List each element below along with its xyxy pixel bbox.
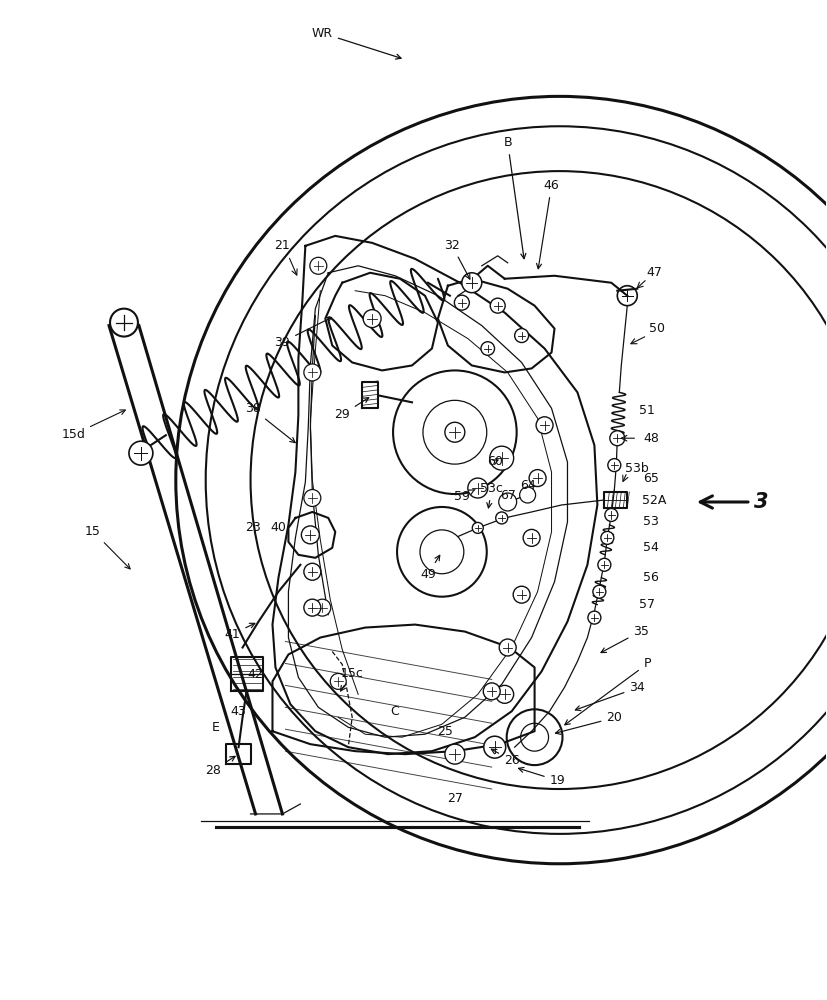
Circle shape (313, 599, 331, 616)
Circle shape (617, 286, 638, 306)
Text: 57: 57 (639, 598, 655, 611)
Text: C: C (390, 705, 399, 718)
Circle shape (495, 512, 508, 524)
Text: 35: 35 (601, 625, 649, 653)
Text: 20: 20 (556, 711, 622, 734)
Circle shape (605, 508, 618, 521)
Circle shape (593, 585, 606, 598)
Text: 46: 46 (537, 179, 559, 269)
Circle shape (330, 673, 347, 689)
Text: 48: 48 (643, 432, 659, 445)
Circle shape (483, 683, 500, 700)
Circle shape (588, 611, 601, 624)
Circle shape (110, 309, 138, 337)
Text: 65: 65 (643, 472, 659, 485)
Text: 43: 43 (231, 705, 246, 718)
Circle shape (495, 685, 514, 703)
Circle shape (536, 417, 553, 434)
Circle shape (468, 478, 488, 498)
Text: 64: 64 (519, 479, 536, 492)
Circle shape (500, 639, 516, 656)
Circle shape (454, 295, 469, 310)
Text: 15: 15 (85, 525, 130, 569)
Circle shape (304, 599, 321, 616)
Text: 50: 50 (649, 322, 665, 335)
Text: 39: 39 (275, 317, 332, 349)
Text: 25: 25 (437, 725, 453, 738)
Text: 49: 49 (420, 555, 440, 581)
Text: 32: 32 (444, 239, 470, 279)
Circle shape (461, 273, 482, 293)
Text: 38: 38 (245, 402, 295, 443)
Text: 21: 21 (275, 239, 290, 252)
Text: P: P (565, 657, 651, 725)
Text: 15c: 15c (341, 667, 364, 691)
Text: 52A: 52A (642, 493, 667, 506)
Circle shape (608, 459, 621, 472)
Circle shape (310, 257, 327, 274)
Text: 34: 34 (576, 681, 645, 711)
Circle shape (484, 736, 505, 758)
Circle shape (514, 329, 528, 343)
Circle shape (363, 310, 381, 328)
Circle shape (609, 431, 624, 446)
Circle shape (481, 342, 495, 355)
Text: 29: 29 (334, 398, 369, 421)
Text: 19: 19 (519, 767, 566, 787)
Text: 53b: 53b (625, 462, 649, 475)
Circle shape (490, 298, 505, 313)
Circle shape (598, 558, 611, 571)
Text: 23: 23 (245, 521, 261, 534)
Text: 28: 28 (205, 756, 235, 777)
Text: 42: 42 (247, 668, 264, 681)
Circle shape (499, 493, 517, 511)
Circle shape (514, 586, 530, 603)
Circle shape (472, 522, 483, 533)
Text: 47: 47 (646, 266, 662, 279)
Circle shape (523, 529, 540, 546)
Text: WR: WR (312, 27, 401, 59)
Text: 15d: 15d (61, 410, 126, 441)
Text: 67: 67 (500, 489, 515, 502)
Text: 60: 60 (487, 455, 503, 468)
Text: 59: 59 (454, 490, 475, 503)
Text: 40: 40 (270, 521, 286, 534)
Text: 53: 53 (643, 515, 659, 528)
Circle shape (304, 490, 321, 506)
Text: 41: 41 (225, 623, 255, 641)
Circle shape (304, 364, 321, 381)
Circle shape (445, 744, 465, 764)
Text: B: B (504, 136, 526, 259)
Circle shape (601, 531, 614, 544)
Text: 26: 26 (491, 749, 519, 767)
Circle shape (529, 470, 546, 487)
Circle shape (129, 441, 153, 465)
Circle shape (445, 422, 465, 442)
Text: 56: 56 (643, 571, 659, 584)
Circle shape (301, 526, 319, 544)
Text: 51: 51 (639, 404, 655, 417)
Text: 3: 3 (753, 492, 768, 512)
Text: 27: 27 (447, 792, 463, 805)
Circle shape (519, 487, 536, 503)
Text: 54: 54 (643, 541, 659, 554)
Circle shape (490, 446, 514, 470)
Text: 53c: 53c (480, 482, 503, 508)
Circle shape (304, 563, 321, 580)
Circle shape (420, 530, 464, 574)
Text: E: E (212, 721, 220, 734)
